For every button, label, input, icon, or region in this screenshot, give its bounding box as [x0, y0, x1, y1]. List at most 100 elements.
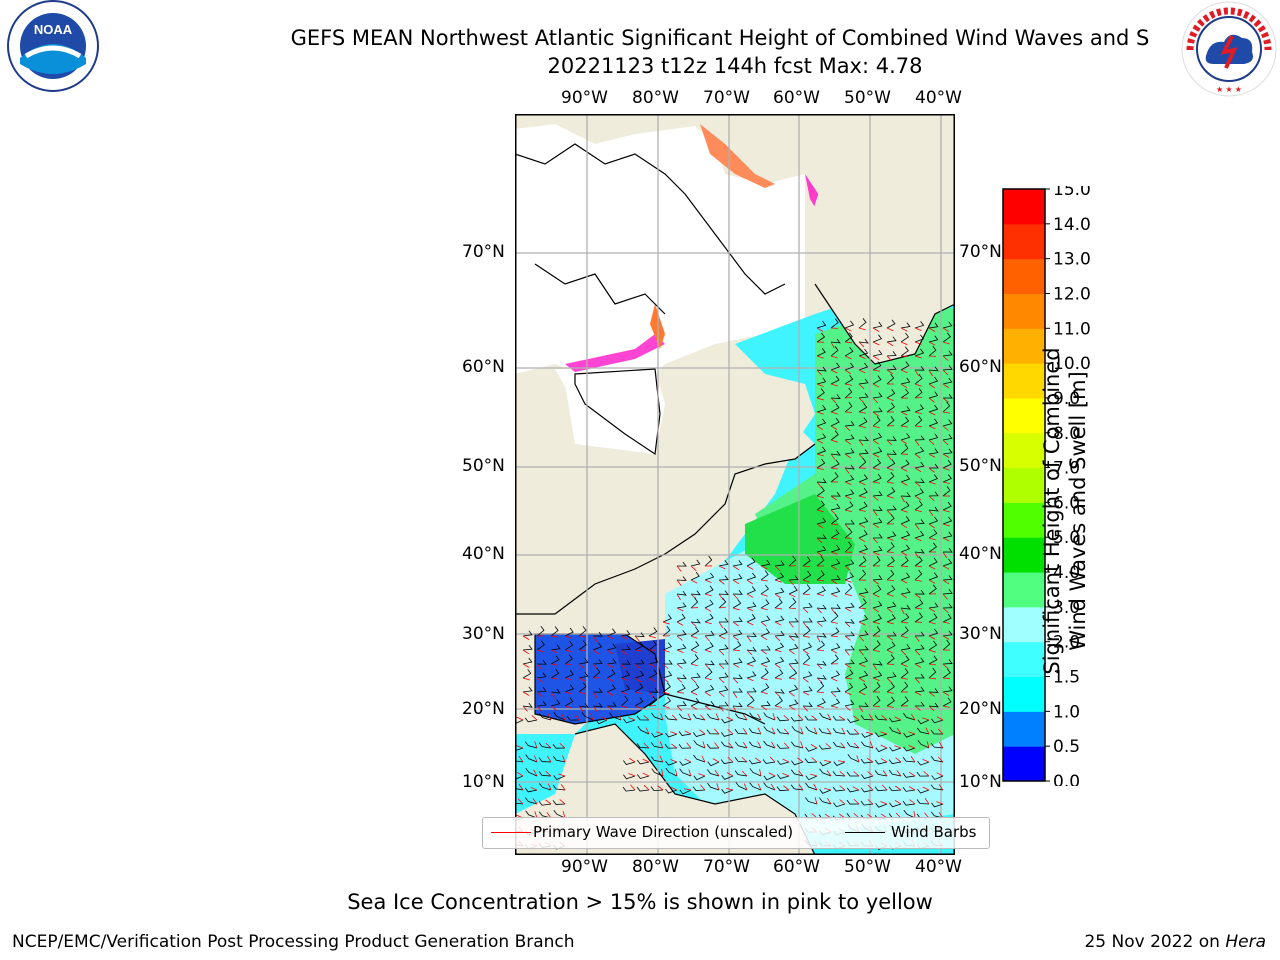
colorbar-label-line1: Significant Height of Combined [1040, 347, 1064, 675]
primary-wave-legend-line [491, 832, 531, 833]
wind-barb [886, 654, 895, 665]
wind-barb [886, 459, 896, 469]
wave-direction-arrow [827, 713, 832, 721]
wave-direction-arrow [797, 714, 804, 721]
wind-barb [942, 377, 953, 385]
wave-direction-arrow [718, 621, 724, 629]
wind-barb [844, 583, 853, 595]
wind-barb [846, 771, 860, 777]
wind-barb [928, 516, 939, 525]
wave-direction-arrow [810, 744, 818, 749]
colorbar-block [1003, 606, 1045, 643]
wave-direction-arrow [909, 799, 916, 805]
wind-barb [564, 697, 574, 707]
wave-direction-arrow [886, 439, 893, 446]
wind-barb [844, 631, 855, 637]
wind-barb [844, 541, 853, 553]
colorbar-block [1003, 537, 1045, 573]
wind-barb [816, 517, 827, 525]
wave-direction-arrow [900, 537, 908, 541]
wind-barb [872, 517, 883, 525]
wave-direction-arrow [900, 551, 908, 556]
wave-direction-arrow [516, 771, 524, 777]
wave-direction-arrow [746, 691, 752, 698]
wave-direction-arrow [942, 439, 949, 446]
wind-barb [858, 318, 867, 329]
wind-barb [928, 628, 939, 637]
wave-direction-arrow [727, 729, 734, 735]
wind-barb [819, 797, 832, 805]
wave-direction-arrow [886, 677, 893, 684]
wave-direction-arrow [760, 677, 768, 681]
wave-direction-arrow [872, 607, 879, 613]
wave-direction-arrow [942, 551, 948, 559]
wind-barb [844, 519, 855, 525]
wave-direction-arrow [844, 341, 852, 344]
wave-direction-arrow [810, 773, 818, 777]
wind-barb [858, 417, 868, 427]
wind-barb [620, 630, 631, 637]
wave-direction-arrow [928, 509, 934, 516]
colorbar-block [1003, 189, 1045, 225]
lon-label-top-40w: 40°W [915, 88, 962, 108]
wave-direction-arrow [816, 691, 825, 693]
wave-direction-arrow [564, 663, 573, 666]
wave-direction-arrow [522, 635, 530, 640]
wind-barb [746, 586, 756, 595]
wind-barb [550, 669, 560, 679]
wind-barb [858, 598, 867, 609]
wave-direction-arrow [547, 783, 552, 791]
wind-barb [718, 560, 729, 567]
wave-direction-arrow [914, 453, 921, 459]
wind-barb [914, 500, 923, 511]
wave-direction-arrow [642, 772, 650, 777]
wind-barb [903, 713, 916, 721]
wave-direction-arrow [816, 369, 822, 376]
wave-direction-arrow [928, 411, 936, 416]
wave-direction-arrow [830, 565, 838, 570]
wind-barb [872, 473, 882, 483]
wind-barb [662, 659, 673, 665]
wave-direction-arrow [674, 769, 678, 777]
wind-barb [886, 416, 895, 427]
wind-barb [676, 602, 687, 609]
wave-direction-arrow [886, 397, 894, 402]
wave-direction-arrow [662, 705, 670, 709]
wind-barb [788, 658, 799, 665]
wind-barb [844, 559, 855, 567]
wave-direction-arrow [687, 713, 692, 721]
wave-direction-arrow [634, 677, 642, 683]
wave-direction-arrow [774, 663, 781, 669]
wave-direction-arrow [788, 635, 795, 641]
wave-direction-arrow [872, 439, 879, 445]
colorbar-block [1003, 502, 1045, 538]
wind-barb [900, 668, 909, 679]
wave-direction-arrow [684, 758, 692, 763]
wave-direction-arrow [942, 565, 950, 570]
wind-barb [830, 545, 841, 553]
wind-barb [900, 544, 911, 553]
wind-barb [830, 654, 839, 665]
wave-direction-arrow [545, 742, 552, 749]
wave-direction-arrow [718, 705, 724, 712]
wind-barb [515, 760, 524, 763]
wind-barb [928, 602, 939, 609]
wave-direction-arrow [900, 369, 908, 374]
wind-barb [718, 644, 729, 651]
wave-direction-arrow [704, 705, 711, 711]
wind-barb [872, 490, 883, 497]
wind-barb [846, 799, 860, 805]
wind-barb [676, 613, 686, 623]
wind-barb [942, 630, 953, 637]
wave-direction-arrow [886, 607, 893, 613]
colorbar-tick-label: 0.5 [1053, 737, 1080, 757]
wind-barb [648, 688, 659, 693]
wind-barb [844, 474, 855, 483]
wind-barb [830, 459, 840, 469]
wave-direction-arrow [704, 607, 712, 612]
wind-barb [830, 450, 841, 456]
wave-direction-arrow [914, 341, 922, 345]
wind-barb [662, 642, 672, 651]
colorbar-block [1003, 258, 1045, 294]
wind-barb [886, 542, 895, 553]
